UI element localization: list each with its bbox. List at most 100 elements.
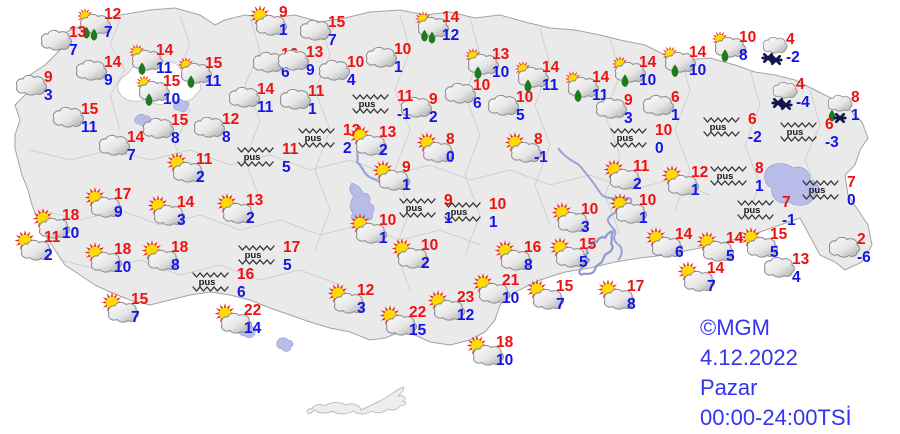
svg-text:11: 11	[633, 158, 650, 175]
svg-text:1: 1	[444, 210, 453, 227]
svg-text:9: 9	[402, 159, 411, 176]
svg-text:1: 1	[279, 22, 288, 39]
svg-text:2: 2	[421, 255, 430, 272]
svg-text:18: 18	[496, 334, 514, 351]
svg-text:8: 8	[171, 130, 180, 147]
svg-text:8: 8	[627, 296, 636, 313]
svg-text:13: 13	[792, 251, 810, 268]
svg-text:10: 10	[492, 64, 509, 81]
svg-text:1: 1	[402, 177, 411, 194]
svg-text:5: 5	[726, 248, 735, 265]
svg-text:11: 11	[282, 141, 299, 158]
svg-text:12: 12	[104, 6, 121, 23]
svg-text:10: 10	[62, 225, 79, 242]
svg-text:10: 10	[739, 29, 756, 46]
svg-text:10: 10	[689, 62, 706, 79]
svg-text:0: 0	[655, 140, 664, 157]
svg-text:14: 14	[639, 54, 657, 71]
svg-text:10: 10	[394, 41, 411, 58]
svg-text:23: 23	[457, 289, 475, 306]
svg-text:Pazar: Pazar	[700, 375, 757, 400]
svg-text:15: 15	[328, 14, 346, 31]
svg-text:10: 10	[516, 89, 533, 106]
svg-text:2: 2	[857, 231, 866, 248]
svg-text:-2: -2	[786, 49, 800, 66]
svg-text:16: 16	[237, 266, 255, 283]
svg-text:-2: -2	[748, 129, 762, 146]
svg-text:13: 13	[306, 44, 324, 61]
svg-text:9: 9	[444, 192, 453, 209]
svg-text:5: 5	[282, 159, 291, 176]
svg-text:14: 14	[244, 320, 262, 337]
svg-text:7: 7	[556, 296, 565, 313]
svg-text:10: 10	[489, 196, 506, 213]
svg-text:6: 6	[675, 244, 684, 261]
svg-text:10: 10	[114, 259, 131, 276]
svg-text:10: 10	[639, 72, 656, 89]
svg-text:11: 11	[196, 151, 213, 168]
svg-text:5: 5	[283, 257, 292, 274]
svg-text:6: 6	[237, 284, 246, 301]
svg-text:4.12.2022: 4.12.2022	[700, 345, 798, 370]
svg-text:18: 18	[62, 207, 80, 224]
svg-text:6: 6	[825, 116, 834, 133]
svg-text:17: 17	[114, 186, 131, 203]
svg-text:00:00-24:00TSİ: 00:00-24:00TSİ	[700, 405, 852, 430]
svg-text:1: 1	[394, 59, 403, 76]
svg-text:-1: -1	[397, 106, 411, 123]
svg-text:3: 3	[581, 219, 590, 236]
svg-text:10: 10	[581, 201, 598, 218]
svg-text:11: 11	[308, 83, 325, 100]
svg-text:4: 4	[786, 31, 795, 48]
svg-text:9: 9	[104, 72, 113, 89]
svg-text:14: 14	[177, 194, 195, 211]
svg-text:14: 14	[542, 59, 560, 76]
svg-text:8: 8	[534, 131, 543, 148]
svg-text:17: 17	[627, 278, 644, 295]
svg-text:7: 7	[782, 194, 791, 211]
svg-text:11: 11	[257, 99, 274, 116]
svg-text:7: 7	[707, 278, 716, 295]
svg-text:22: 22	[244, 302, 261, 319]
svg-text:11: 11	[542, 77, 559, 94]
svg-text:2: 2	[343, 140, 352, 157]
svg-text:12: 12	[691, 164, 708, 181]
svg-text:4: 4	[347, 72, 356, 89]
svg-text:14: 14	[726, 230, 744, 247]
svg-text:13: 13	[492, 46, 510, 63]
svg-text:10: 10	[379, 212, 396, 229]
svg-text:5: 5	[579, 254, 588, 271]
svg-text:18: 18	[114, 241, 132, 258]
svg-text:16: 16	[524, 239, 542, 256]
svg-text:7: 7	[328, 32, 337, 49]
svg-text:1: 1	[671, 107, 680, 124]
svg-text:8: 8	[755, 160, 764, 177]
svg-text:15: 15	[579, 236, 597, 253]
svg-text:9: 9	[114, 204, 123, 221]
svg-text:2: 2	[44, 247, 53, 264]
svg-text:1: 1	[851, 107, 860, 124]
svg-text:14: 14	[592, 69, 610, 86]
svg-text:5: 5	[516, 107, 525, 124]
svg-text:©MGM: ©MGM	[700, 315, 770, 340]
svg-text:11: 11	[81, 119, 98, 136]
svg-text:-6: -6	[857, 249, 871, 266]
svg-text:9: 9	[279, 4, 288, 21]
svg-text:12: 12	[222, 111, 239, 128]
svg-text:8: 8	[446, 131, 455, 148]
svg-text:1: 1	[308, 101, 317, 118]
svg-text:8: 8	[222, 129, 231, 146]
svg-text:10: 10	[347, 54, 364, 71]
svg-text:7: 7	[847, 174, 856, 191]
svg-text:15: 15	[205, 55, 223, 72]
svg-text:3: 3	[44, 87, 53, 104]
svg-text:15: 15	[171, 112, 189, 129]
svg-text:2: 2	[633, 176, 642, 193]
svg-text:14: 14	[675, 226, 693, 243]
svg-text:18: 18	[171, 239, 189, 256]
svg-text:14: 14	[257, 81, 275, 98]
svg-text:2: 2	[246, 210, 255, 227]
svg-text:13: 13	[246, 192, 264, 209]
svg-text:14: 14	[689, 44, 707, 61]
svg-text:21: 21	[502, 272, 520, 289]
